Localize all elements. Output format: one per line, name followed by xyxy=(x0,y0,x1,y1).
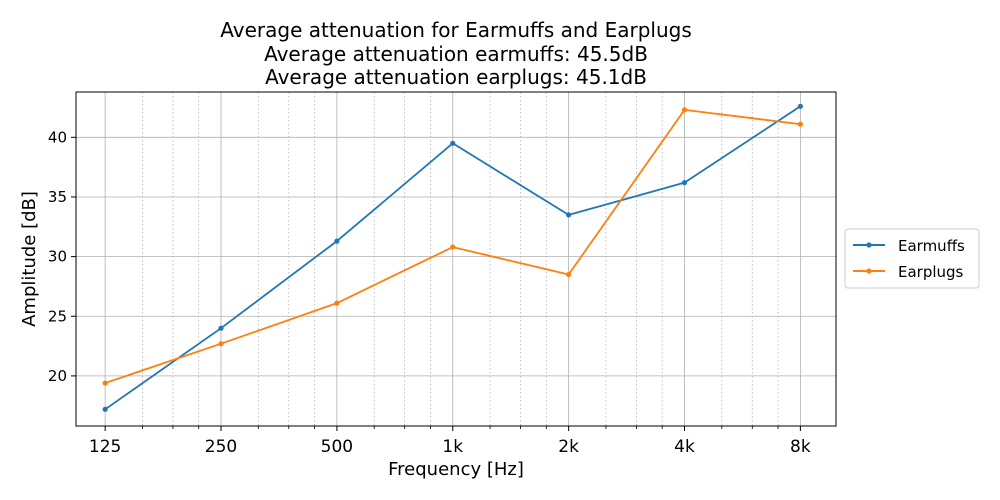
x-tick-label: 8k xyxy=(790,437,811,457)
y-tick-label: 20 xyxy=(48,367,67,385)
y-tick-label: 35 xyxy=(48,188,67,206)
grid xyxy=(76,92,836,426)
x-axis-label: Frequency [Hz] xyxy=(388,459,524,480)
data-point-earplugs xyxy=(681,107,688,113)
plot-series xyxy=(102,103,803,412)
data-point-earmuffs xyxy=(334,238,340,244)
x-tick-label: 2k xyxy=(558,437,579,457)
x-axis: 125 250 500 1k 2k 4k 8k xyxy=(89,426,811,457)
data-point-earplugs xyxy=(334,300,340,306)
legend-marker-earmuffs xyxy=(866,242,872,248)
y-axis-label: Amplitude [dB] xyxy=(19,191,40,327)
plot-frame xyxy=(75,91,837,427)
legend-marker-earplugs xyxy=(866,268,872,274)
data-point-earmuffs xyxy=(218,325,224,331)
legend-label-earplugs: Earplugs xyxy=(898,263,964,281)
chart-subtitle-earplugs: Average attenuation earplugs: 45.1dB xyxy=(265,65,647,89)
y-tick-label: 30 xyxy=(48,248,67,266)
data-point-earmuffs xyxy=(681,180,688,186)
data-point-earplugs xyxy=(218,341,224,347)
data-point-earmuffs xyxy=(797,103,803,109)
x-tick-label: 250 xyxy=(205,437,237,457)
x-tick-label: 500 xyxy=(321,437,353,457)
y-tick-label: 25 xyxy=(48,307,67,325)
x-tick-label: 125 xyxy=(89,437,121,457)
data-point-earmuffs xyxy=(450,140,456,146)
data-point-earplugs xyxy=(797,121,803,127)
legend-frame xyxy=(844,228,980,289)
data-point-earplugs xyxy=(566,271,572,278)
data-point-earmuffs xyxy=(102,406,108,412)
chart-subtitle-earmuffs: Average attenuation earmuffs: 45.5dB xyxy=(264,42,648,66)
data-point-earmuffs xyxy=(566,212,572,218)
legend-label-earmuffs: Earmuffs xyxy=(898,237,965,255)
y-tick-label: 40 xyxy=(48,128,67,146)
data-point-earplugs xyxy=(450,244,456,250)
x-tick-label: 1k xyxy=(442,437,463,457)
y-axis: 20 25 30 35 40 xyxy=(48,128,76,385)
data-point-earplugs xyxy=(102,380,108,386)
legend: Earmuffs Earplugs xyxy=(844,228,980,289)
x-tick-label: 4k xyxy=(674,437,695,457)
chart-title: Average attenuation for Earmuffs and Ear… xyxy=(220,18,691,42)
